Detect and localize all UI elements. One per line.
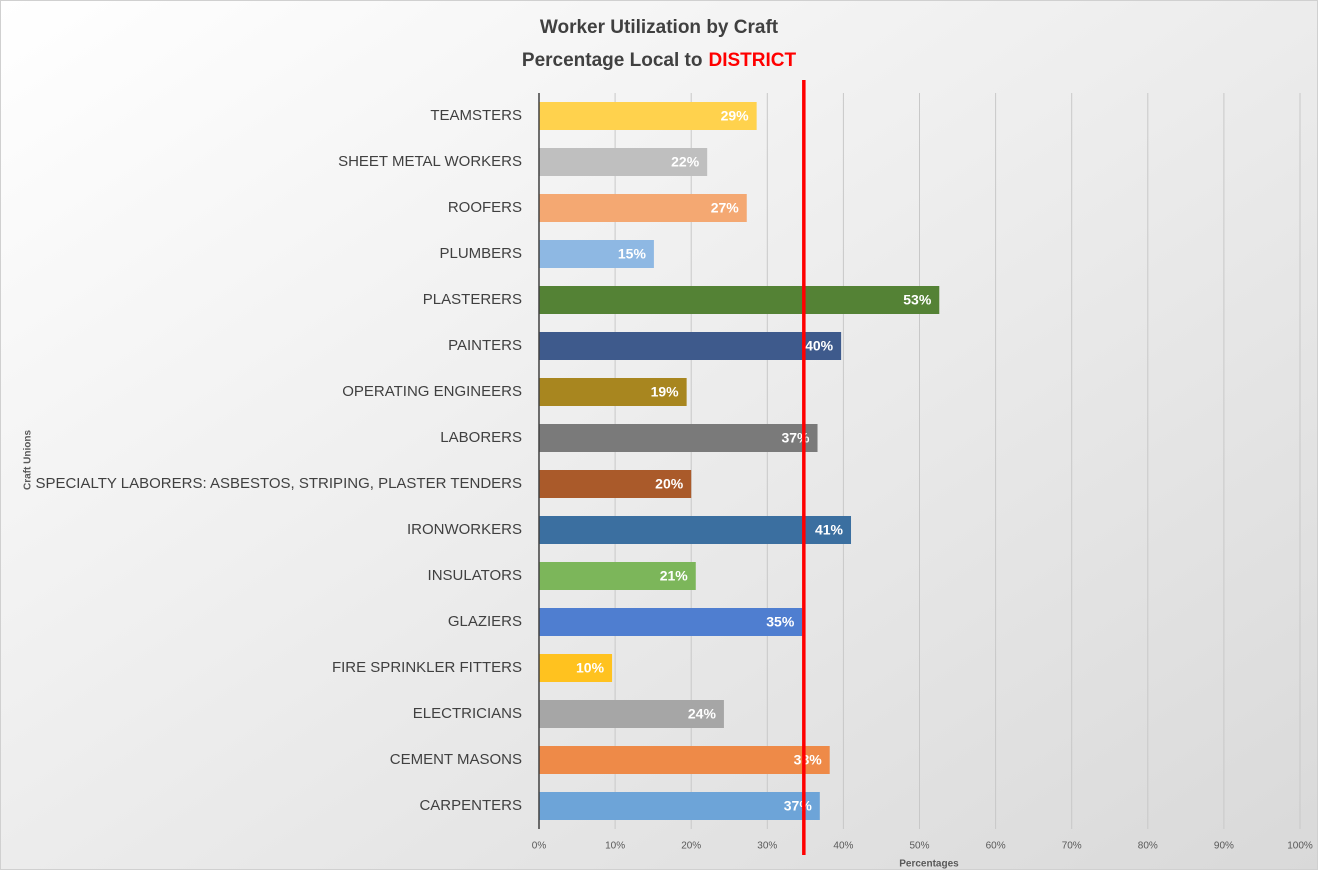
data-label: 10% <box>576 660 605 676</box>
y-tick-label: IRONWORKERS <box>407 521 522 538</box>
bar <box>539 516 852 544</box>
x-tick-label: 40% <box>833 841 853 852</box>
y-tick-label: ELECTRICIANS <box>413 705 522 722</box>
data-label: 37% <box>784 798 813 814</box>
y-tick-label: TEAMSTERS <box>430 107 522 124</box>
bar <box>539 746 830 774</box>
subtitle-text: Percentage Local to <box>522 50 703 71</box>
data-label: 21% <box>660 568 689 584</box>
bar <box>539 102 757 130</box>
bar <box>539 562 696 590</box>
y-tick-label: ROOFERS <box>448 199 522 216</box>
y-tick-label: SPECIALTY LABORERS: ASBESTOS, STRIPING, … <box>35 475 522 492</box>
x-tick-label: 10% <box>605 841 625 852</box>
x-tick-label: 90% <box>1214 841 1234 852</box>
x-tick-label: 20% <box>681 841 701 852</box>
data-label: 22% <box>671 154 700 170</box>
chart-subtitle: Percentage Local to DISTRICT <box>522 50 797 71</box>
data-label: 24% <box>688 706 717 722</box>
x-tick-label: 30% <box>757 841 777 852</box>
data-label: 35% <box>766 614 795 630</box>
x-tick-label: 70% <box>1062 841 1082 852</box>
bar <box>539 792 820 820</box>
y-tick-label: LABORERS <box>440 429 522 446</box>
x-axis-label: Percentages <box>899 859 959 870</box>
y-tick-label: FIRE SPRINKLER FITTERS <box>332 659 522 676</box>
y-tick-label: PLUMBERS <box>439 245 522 262</box>
bar <box>539 194 747 222</box>
data-label: 53% <box>903 292 932 308</box>
y-tick-label: CEMENT MASONS <box>390 751 522 768</box>
data-label: 19% <box>651 384 680 400</box>
y-tick-label: CARPENTERS <box>419 797 522 814</box>
chart-title: Worker Utilization by Craft <box>540 17 779 38</box>
bar <box>539 286 940 314</box>
data-label: 41% <box>815 522 844 538</box>
data-label: 38% <box>794 752 823 768</box>
x-tick-label: 100% <box>1287 841 1313 852</box>
bar <box>539 240 654 268</box>
bar <box>539 332 842 360</box>
bar <box>539 470 692 498</box>
bar <box>539 608 803 636</box>
subtitle-highlight: DISTRICT <box>708 50 796 71</box>
y-tick-label: INSULATORS <box>428 567 522 584</box>
data-label: 29% <box>721 108 750 124</box>
data-label: 40% <box>805 338 834 354</box>
bar <box>539 654 613 682</box>
y-axis-label: Craft Unions <box>23 430 34 490</box>
y-tick-label: PLASTERERS <box>423 291 522 308</box>
bar <box>539 148 708 176</box>
data-label: 27% <box>711 200 740 216</box>
data-label: 15% <box>618 246 647 262</box>
bar <box>539 424 818 452</box>
y-tick-label: SHEET METAL WORKERS <box>338 153 522 170</box>
y-tick-label: PAINTERS <box>448 337 522 354</box>
x-tick-label: 50% <box>909 841 929 852</box>
x-tick-label: 60% <box>986 841 1006 852</box>
x-tick-label: 0% <box>532 841 547 852</box>
data-label: 20% <box>655 476 684 492</box>
y-tick-label: OPERATING ENGINEERS <box>342 383 522 400</box>
bar <box>539 378 687 406</box>
data-label: 37% <box>781 430 810 446</box>
bar <box>539 700 724 728</box>
y-tick-label: GLAZIERS <box>448 613 522 630</box>
x-tick-label: 80% <box>1138 841 1158 852</box>
